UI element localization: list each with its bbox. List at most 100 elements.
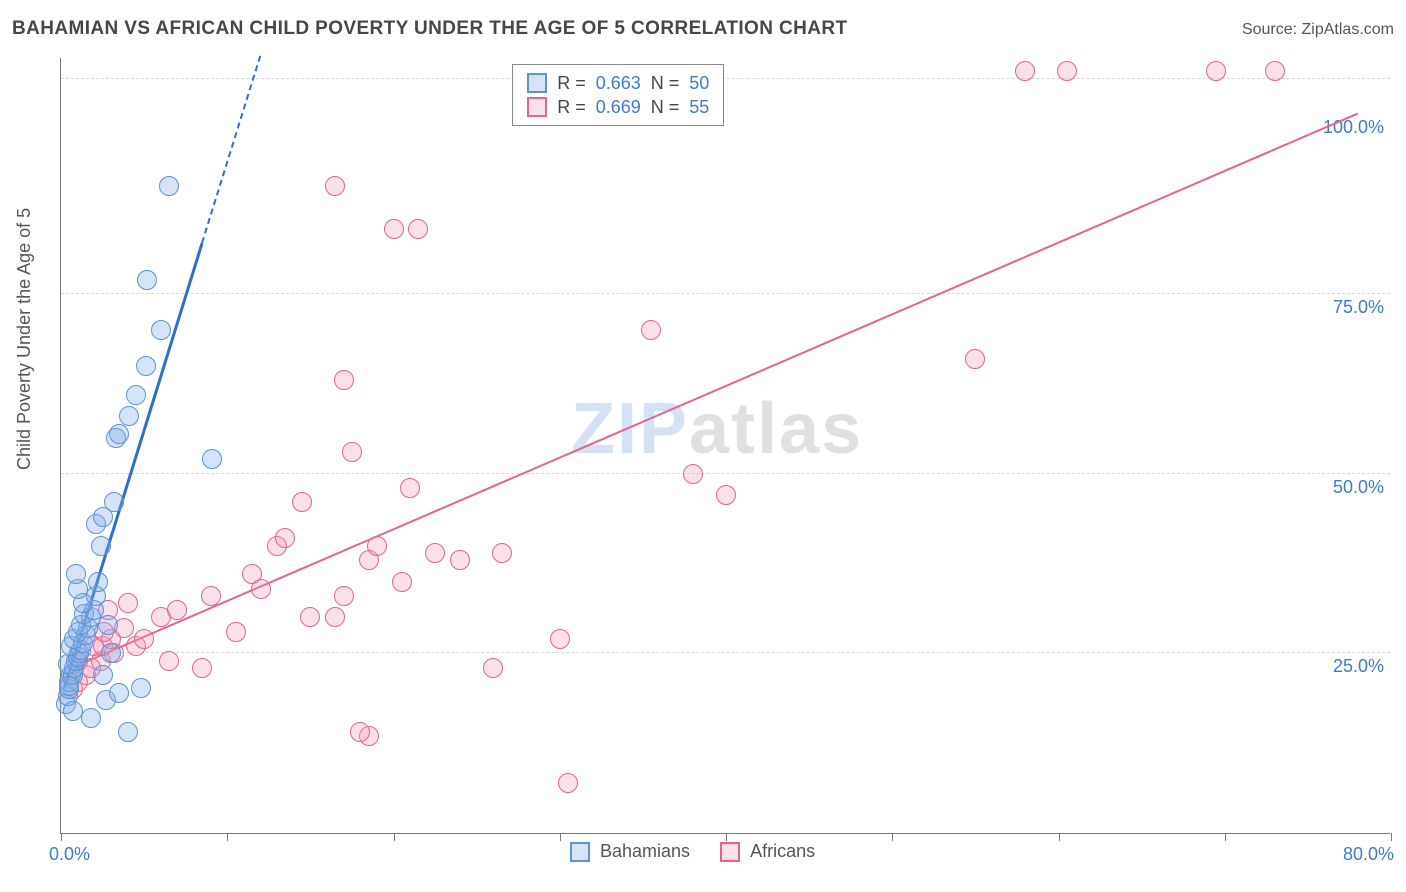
- legend-r-label: R =: [557, 71, 586, 95]
- data-point: [325, 607, 345, 627]
- data-point: [202, 449, 222, 469]
- data-point: [325, 176, 345, 196]
- legend-swatch: [570, 842, 590, 862]
- legend-n-label: N =: [651, 71, 680, 95]
- data-point: [118, 722, 138, 742]
- watermark-zip: ZIP: [571, 389, 689, 469]
- data-point: [159, 651, 179, 671]
- data-point: [98, 615, 118, 635]
- x-tick: [1391, 833, 1392, 841]
- watermark-atlas: atlas: [689, 389, 863, 469]
- legend-r-value: 0.669: [596, 95, 641, 119]
- data-point: [334, 586, 354, 606]
- legend-r-value: 0.663: [596, 71, 641, 95]
- data-point: [641, 320, 661, 340]
- data-point: [131, 678, 151, 698]
- watermark: ZIPatlas: [571, 388, 863, 470]
- data-point: [81, 708, 101, 728]
- gridline-h: [61, 78, 1390, 79]
- data-point: [226, 622, 246, 642]
- data-point: [275, 528, 295, 548]
- source-label: Source: ZipAtlas.com: [1242, 21, 1394, 39]
- data-point: [392, 572, 412, 592]
- legend-series-label: Bahamians: [600, 841, 690, 862]
- x-tick: [227, 833, 228, 841]
- data-point: [63, 701, 83, 721]
- data-point: [483, 658, 503, 678]
- data-point: [109, 683, 129, 703]
- data-point: [167, 600, 187, 620]
- trend-line-dashed: [201, 56, 261, 243]
- y-tick-label: 75.0%: [1333, 297, 1384, 318]
- gridline-h: [61, 293, 1390, 294]
- legend-n-value: 55: [689, 95, 709, 119]
- data-point: [66, 564, 86, 584]
- legend-n-label: N =: [651, 95, 680, 119]
- data-point: [300, 607, 320, 627]
- data-point: [492, 543, 512, 563]
- data-point: [192, 658, 212, 678]
- data-point: [118, 593, 138, 613]
- data-point: [965, 349, 985, 369]
- data-point: [251, 579, 271, 599]
- x-tick: [1225, 833, 1226, 841]
- x-tick: [394, 833, 395, 841]
- y-tick-label: 25.0%: [1333, 656, 1384, 677]
- data-point: [350, 722, 370, 742]
- data-point: [342, 442, 362, 462]
- legend-swatch: [720, 842, 740, 862]
- data-point: [683, 464, 703, 484]
- data-point: [334, 370, 354, 390]
- data-point: [400, 478, 420, 498]
- data-point: [137, 270, 157, 290]
- data-point: [159, 176, 179, 196]
- data-point: [292, 492, 312, 512]
- y-axis-label: Child Poverty Under the Age of 5: [14, 208, 35, 470]
- source-prefix: Source:: [1242, 21, 1302, 38]
- data-point: [408, 219, 428, 239]
- data-point: [716, 485, 736, 505]
- data-point: [201, 586, 221, 606]
- data-point: [425, 543, 445, 563]
- legend-swatch: [527, 97, 547, 117]
- data-point: [93, 665, 113, 685]
- x-tick: [892, 833, 893, 841]
- data-point: [1015, 61, 1035, 81]
- x-tick: [560, 833, 561, 841]
- data-point: [134, 629, 154, 649]
- legend-stat-row: R = 0.669 N = 55: [527, 95, 709, 119]
- data-point: [119, 406, 139, 426]
- chart-plot-area: ZIPatlas 25.0%50.0%75.0%100.0%0.0%80.0%: [60, 58, 1390, 834]
- data-point: [1265, 61, 1285, 81]
- y-tick-label: 100.0%: [1323, 117, 1384, 138]
- data-point: [104, 492, 124, 512]
- x-tick: [1059, 833, 1060, 841]
- legend-series-item: Bahamians: [570, 841, 690, 862]
- data-point: [1206, 61, 1226, 81]
- data-point: [1057, 61, 1077, 81]
- data-point: [101, 643, 121, 663]
- data-point: [450, 550, 470, 570]
- data-point: [151, 320, 171, 340]
- data-point: [367, 536, 387, 556]
- data-point: [109, 424, 129, 444]
- gridline-h: [61, 652, 1390, 653]
- data-point: [558, 773, 578, 793]
- legend-series-item: Africans: [720, 841, 815, 862]
- data-point: [59, 676, 79, 696]
- data-point: [136, 356, 156, 376]
- x-tick-label-min: 0.0%: [49, 844, 90, 865]
- chart-title: BAHAMIAN VS AFRICAN CHILD POVERTY UNDER …: [12, 18, 848, 40]
- legend-r-label: R =: [557, 95, 586, 119]
- data-point: [88, 572, 108, 592]
- x-tick: [61, 833, 62, 841]
- x-tick: [726, 833, 727, 841]
- legend-stat-row: R = 0.663 N = 50: [527, 71, 709, 95]
- legend-n-value: 50: [689, 71, 709, 95]
- source-name: ZipAtlas.com: [1302, 21, 1394, 38]
- legend-stats: R = 0.663 N = 50 R = 0.669 N = 55: [512, 64, 724, 126]
- data-point: [126, 385, 146, 405]
- legend-bottom: Bahamians Africans: [570, 841, 815, 862]
- data-point: [91, 536, 111, 556]
- data-point: [550, 629, 570, 649]
